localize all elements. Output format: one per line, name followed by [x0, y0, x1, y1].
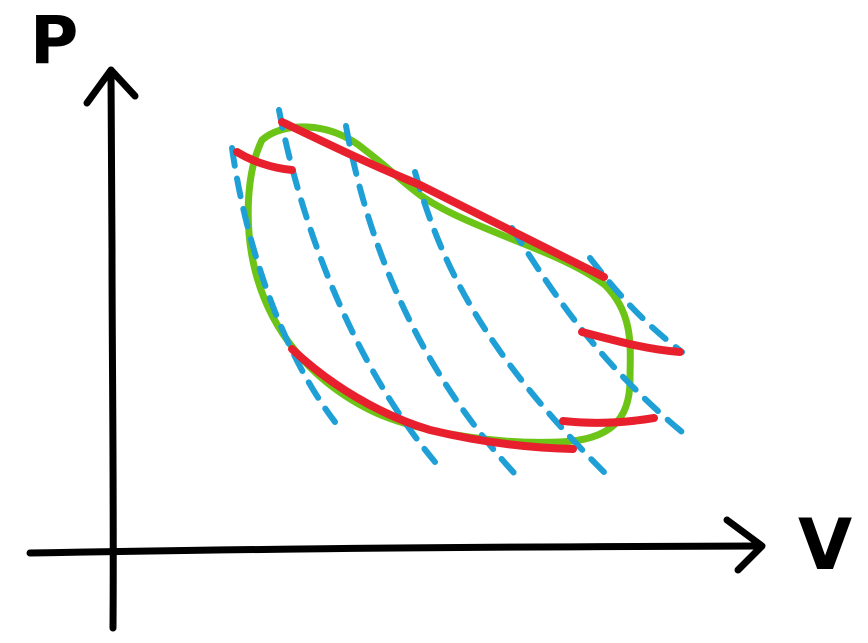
adiabat-line-2 — [279, 110, 435, 462]
volume-axis — [30, 546, 760, 553]
isotherm-top-main — [282, 122, 604, 277]
isotherm-top-left — [237, 152, 292, 170]
adiabat-line-3 — [346, 126, 515, 474]
pressure-axis — [111, 72, 113, 628]
volume-axis-label: V — [798, 510, 852, 580]
cycle-loop — [248, 127, 630, 443]
isotherm-right-lower — [563, 418, 654, 423]
pressure-axis-label: P — [30, 8, 78, 74]
